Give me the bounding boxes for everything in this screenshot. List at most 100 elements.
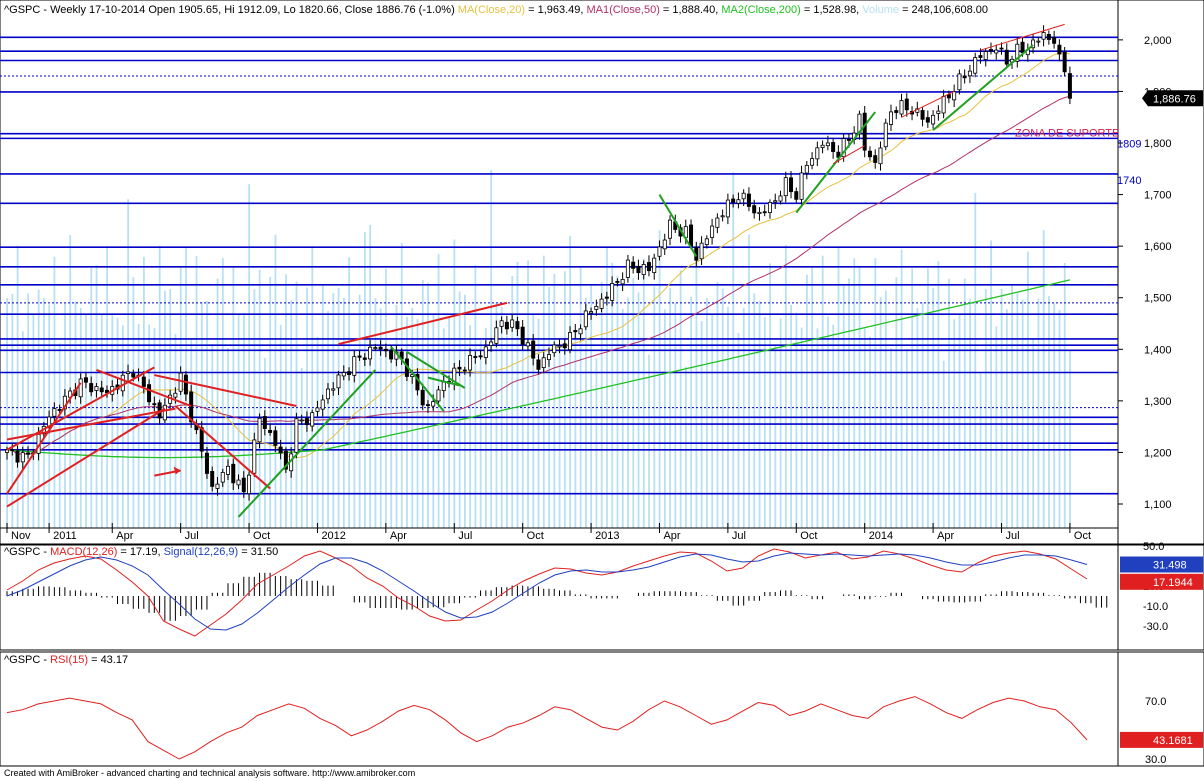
volume-bar [574, 330, 577, 528]
candle-body [541, 357, 546, 368]
rsi-tick-label: 70.0 [1145, 696, 1166, 708]
candle-body [967, 70, 972, 77]
volume-bar [16, 245, 19, 528]
candle-body [262, 416, 267, 429]
volume-bar [1042, 230, 1045, 528]
volume-bar [58, 343, 61, 528]
volume-bar [874, 258, 877, 528]
volume-bar [721, 288, 724, 528]
title-part: ^GSPC - [4, 654, 50, 666]
volume-bar [516, 261, 519, 528]
volume-bar [895, 277, 898, 528]
candle-body [504, 321, 509, 330]
rsi-panel-title: ^GSPC - RSI(15) = 43.17 [4, 654, 128, 666]
volume-bar [600, 281, 603, 528]
volume-bar [127, 199, 130, 528]
candle-body [247, 474, 252, 495]
candle-body [520, 326, 525, 345]
candle-body [620, 278, 625, 285]
volume-bar [269, 276, 272, 528]
volume-bar [53, 256, 56, 528]
volume-bar [658, 230, 661, 529]
footer-credit: Created with AmiBroker - advanced charti… [4, 768, 416, 778]
candle-body [636, 265, 641, 274]
candle-body [15, 450, 20, 463]
candle-body [820, 144, 825, 148]
candle-body [799, 172, 804, 200]
title-part: = 43.17 [88, 654, 128, 666]
support-lines [0, 36, 1118, 495]
candle-body [120, 374, 125, 392]
volume-bar [1053, 303, 1056, 528]
volume-bar [800, 327, 803, 528]
volume-bar [248, 184, 251, 528]
title-part: = 248,106,608.00 [899, 4, 988, 16]
candle-body [352, 356, 357, 376]
volume-bar [637, 292, 640, 528]
candle-body [904, 98, 909, 111]
red-trend-line [6, 407, 176, 441]
volume-bar [332, 293, 335, 528]
candle-body [152, 403, 157, 406]
volume-bar [1005, 309, 1008, 528]
volume-bar [821, 255, 824, 528]
green-trend-line [390, 346, 445, 412]
volume-bar [711, 313, 714, 528]
volume-bar [653, 286, 656, 528]
candle-body [715, 217, 720, 228]
volume-bar [832, 324, 835, 528]
volume-bar [448, 317, 450, 528]
volume-bar [116, 317, 119, 528]
volume-bar [627, 297, 629, 528]
title-part: MACD(12,26) [50, 546, 117, 558]
title-part: = 17.19, [117, 546, 163, 558]
title-part: MA(Close,20) [458, 4, 525, 16]
candle-body [147, 384, 152, 403]
volume-bar [521, 338, 524, 528]
green-trend-line [237, 369, 377, 518]
candle-body [746, 193, 751, 207]
candle-body [952, 91, 957, 101]
red-arrowhead [173, 466, 181, 475]
price-tag-text: 1,886.76 [1153, 93, 1196, 105]
candle-body [631, 261, 636, 269]
volume-bar [553, 273, 556, 528]
candle-body [315, 407, 320, 412]
volume-bar [216, 278, 219, 528]
volume-bar [937, 261, 940, 528]
candle-body [320, 399, 325, 410]
candle-body [189, 391, 194, 423]
candle-body [831, 142, 836, 152]
candle-body [946, 94, 951, 99]
volume-bar [200, 301, 203, 528]
volume-bar [121, 325, 124, 528]
macd-histogram [6, 572, 1108, 621]
channel-line [832, 145, 865, 165]
volume-bar [1011, 284, 1014, 528]
volume-bar [100, 313, 103, 528]
volume-bar [37, 289, 40, 528]
support-zone-label: ZONA DE SUPORTE [1015, 128, 1119, 140]
candle-body [215, 483, 220, 489]
volume-bar [506, 335, 508, 528]
x-tick-label: Oct [527, 530, 544, 542]
candle-body [825, 142, 830, 147]
candle-body [489, 341, 494, 346]
candle-body [225, 465, 230, 475]
volume-bar [848, 278, 850, 528]
volume-bar [532, 314, 535, 528]
candle-body [557, 345, 562, 348]
candle-body [920, 110, 925, 120]
candle-body [220, 471, 225, 483]
volume-bar [232, 266, 235, 528]
candle-body [668, 219, 673, 239]
volume-bar [306, 287, 308, 528]
signal-line [6, 552, 1088, 631]
candle-body [725, 199, 730, 218]
candle-body [378, 346, 383, 350]
volume-bar [806, 274, 808, 528]
volume-bar [279, 324, 282, 528]
volume-bar [1032, 338, 1035, 528]
channel-line [980, 23, 1065, 51]
volume-bar [148, 324, 151, 528]
